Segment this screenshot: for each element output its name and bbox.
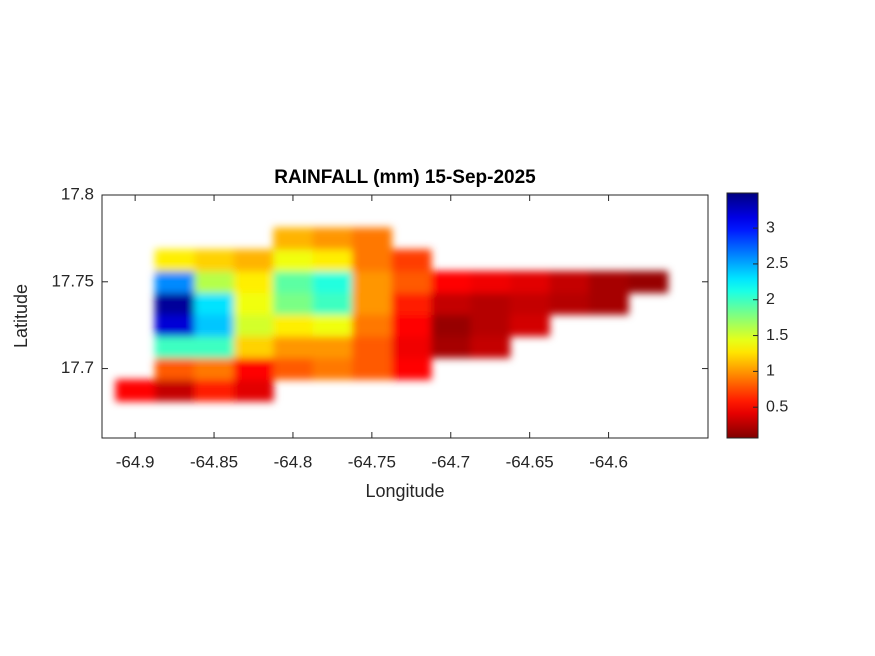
heat-cell	[470, 336, 511, 359]
heat-cell	[273, 336, 314, 359]
colorbar-tick-label: 1	[766, 363, 775, 380]
heat-cell	[312, 314, 353, 337]
x-tick-label: -64.75	[348, 452, 396, 471]
heat-cell	[194, 336, 235, 359]
heat-cell	[352, 357, 393, 380]
heat-cell	[431, 314, 471, 337]
heat-cell	[470, 314, 511, 337]
heat-cell	[273, 357, 314, 380]
heat-cell	[352, 314, 393, 337]
heat-cell	[194, 314, 235, 337]
x-tick-label: -64.65	[506, 452, 554, 471]
heat-cell	[154, 357, 195, 380]
heat-cell	[233, 357, 274, 380]
colorbar-tick-label: 3	[766, 219, 775, 236]
heat-cell	[194, 270, 235, 294]
x-tick-label: -64.7	[431, 452, 470, 471]
x-tick-label: -64.85	[190, 452, 238, 471]
heat-cell	[352, 249, 393, 272]
heat-cell	[154, 292, 195, 315]
x-axis-label: Longitude	[365, 481, 444, 501]
heat-cell	[312, 227, 353, 250]
heat-cell	[312, 292, 353, 315]
heat-cell	[115, 379, 156, 402]
heat-cell	[391, 292, 432, 315]
heatmap	[115, 227, 669, 402]
heat-cell	[194, 292, 235, 315]
heat-cell	[273, 314, 314, 337]
heat-cell	[628, 270, 669, 294]
heat-cell	[391, 357, 432, 380]
heat-cell	[352, 336, 393, 359]
axes-box	[101, 194, 709, 439]
heat-cell	[233, 379, 274, 402]
heat-cell	[312, 270, 353, 294]
heat-cell	[273, 249, 314, 272]
colorbar-tick-label: 1.5	[766, 327, 788, 344]
heat-cell	[273, 270, 314, 294]
x-tick-label: -64.8	[274, 452, 313, 471]
heat-cell	[312, 357, 353, 380]
heat-cell	[431, 270, 471, 294]
heat-cell	[233, 314, 274, 337]
y-tick-label: 17.7	[61, 358, 94, 377]
chart-title: RAINFALL (mm) 15-Sep-2025	[274, 167, 536, 188]
y-tick-label: 17.8	[61, 184, 94, 203]
heat-cell	[154, 249, 195, 272]
heat-cell	[352, 292, 393, 315]
heat-cell	[154, 336, 195, 359]
heat-cell	[391, 249, 432, 272]
colorbar	[727, 193, 758, 438]
heat-cell	[470, 270, 511, 294]
y-tick-label: 17.75	[51, 271, 94, 290]
heat-cell	[233, 336, 274, 359]
heat-cell	[194, 249, 235, 272]
heat-cell	[391, 314, 432, 337]
heat-cell	[588, 292, 629, 315]
heat-cell	[233, 249, 274, 272]
heat-cell	[233, 292, 274, 315]
heat-cell	[391, 270, 432, 294]
heat-cell	[273, 227, 314, 250]
x-tick-label: -64.6	[589, 452, 628, 471]
heat-cell	[549, 270, 590, 294]
colorbar-tick-label: 0.5	[766, 398, 788, 415]
heat-cell	[509, 270, 550, 294]
heat-cell	[549, 292, 590, 315]
heat-cell	[273, 292, 314, 315]
colorbar-tick-label: 2.5	[766, 255, 788, 272]
heat-cell	[154, 379, 195, 402]
heat-cell	[509, 292, 550, 315]
heat-cell	[312, 336, 353, 359]
heat-cell	[154, 270, 195, 294]
heat-cell	[194, 379, 235, 402]
heat-cell	[352, 270, 393, 294]
x-tick-label: -64.9	[116, 452, 155, 471]
heat-cell	[352, 227, 393, 250]
colorbar-tick-label: 2	[766, 291, 775, 308]
heat-cell	[194, 357, 235, 380]
heat-cell	[470, 292, 511, 315]
heat-cell	[588, 270, 629, 294]
heat-cell	[391, 336, 432, 359]
heat-cell	[312, 249, 353, 272]
heat-cell	[431, 292, 471, 315]
heat-cell	[509, 314, 550, 337]
heat-cell	[233, 270, 274, 294]
heat-cell	[431, 336, 471, 359]
colorbar-box	[726, 192, 759, 439]
y-axis-label: Latitude	[11, 284, 31, 348]
heat-cell	[154, 314, 195, 337]
